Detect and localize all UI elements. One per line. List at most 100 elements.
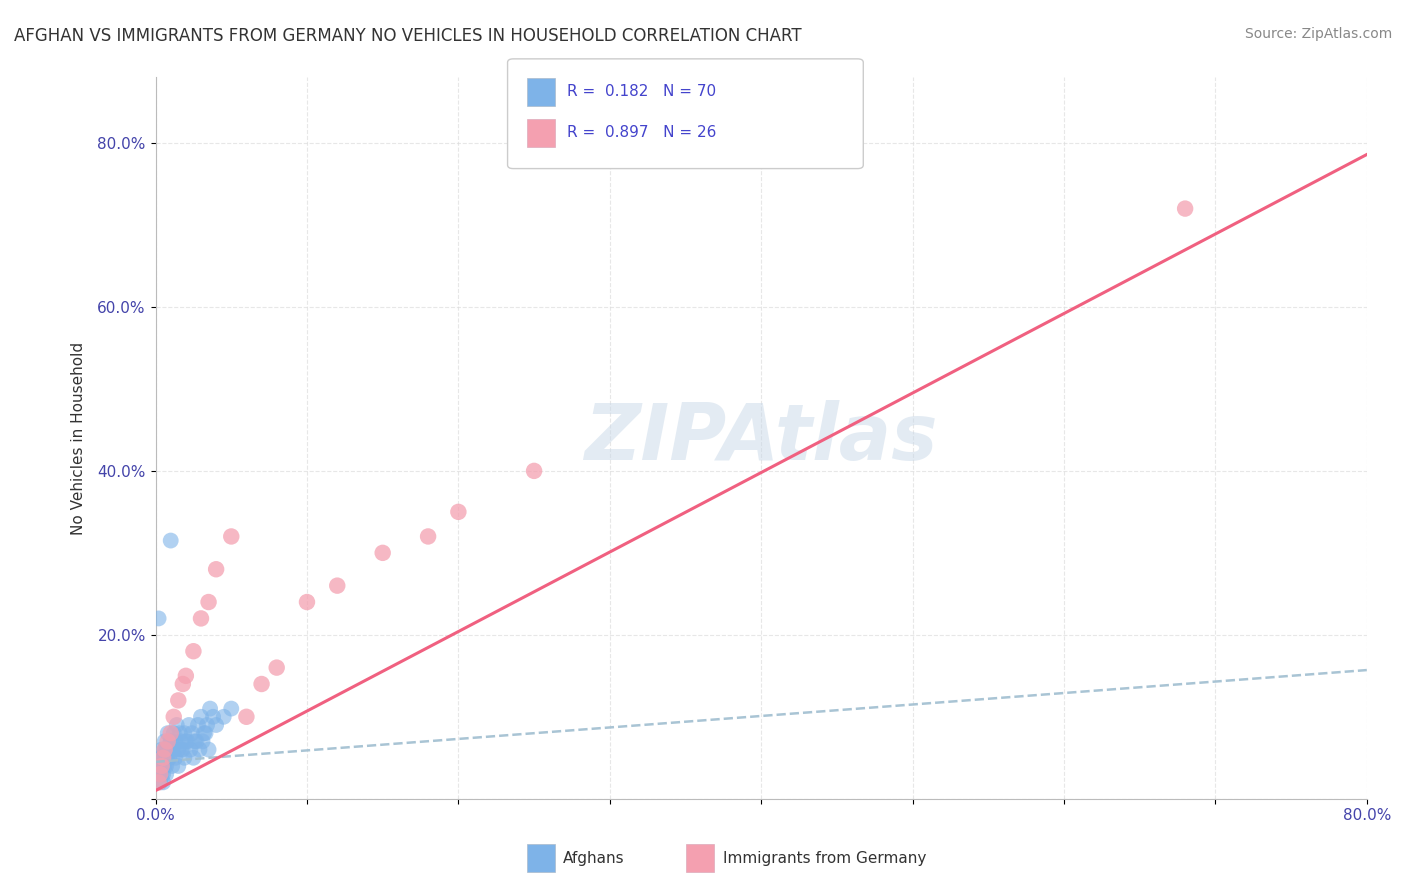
Point (155, 767, 177, 781)
Point (326, 579, 349, 593)
Point (183, 751, 205, 765)
Point (193, 726, 215, 740)
Point (150, 742, 173, 756)
Point (177, 718, 200, 732)
Point (174, 669, 197, 683)
Point (149, 767, 172, 781)
Point (152, 751, 174, 765)
Point (153, 734, 176, 748)
Point (198, 701, 221, 715)
Point (197, 595, 219, 609)
Point (219, 529, 242, 543)
Point (188, 742, 211, 756)
Point (1174, 202, 1197, 216)
Point (416, 529, 439, 543)
Point (159, 734, 181, 748)
Point (152, 751, 174, 765)
Point (176, 734, 198, 748)
Point (155, 751, 177, 765)
Point (153, 742, 176, 756)
Point (163, 726, 186, 740)
Point (195, 718, 218, 732)
Point (167, 693, 190, 707)
Point (148, 759, 170, 773)
Point (157, 742, 180, 756)
Point (159, 734, 181, 748)
Point (163, 742, 186, 756)
Point (184, 734, 207, 748)
Point (194, 726, 217, 740)
Point (170, 734, 193, 748)
Point (165, 734, 187, 748)
Point (180, 726, 202, 740)
Point (190, 710, 212, 724)
Point (156, 726, 179, 740)
Point (163, 710, 186, 724)
Text: R =  0.182   N = 70: R = 0.182 N = 70 (567, 85, 716, 99)
Point (152, 767, 174, 781)
Y-axis label: No Vehicles in Household: No Vehicles in Household (72, 342, 86, 534)
Text: ZIPAtlas: ZIPAtlas (585, 401, 938, 476)
Point (186, 734, 208, 748)
Point (160, 742, 183, 756)
Point (152, 759, 174, 773)
Point (153, 759, 176, 773)
Point (150, 759, 173, 773)
Point (250, 677, 273, 691)
Text: R =  0.897   N = 26: R = 0.897 N = 26 (567, 126, 716, 140)
Point (170, 742, 193, 756)
Point (152, 775, 174, 789)
Point (174, 734, 197, 748)
Point (295, 595, 318, 609)
Point (197, 742, 219, 756)
Point (148, 611, 170, 625)
Text: Source: ZipAtlas.com: Source: ZipAtlas.com (1244, 27, 1392, 41)
Point (190, 611, 212, 625)
Point (219, 701, 242, 715)
Point (212, 710, 235, 724)
Point (173, 726, 195, 740)
Text: Afghans: Afghans (562, 851, 624, 865)
Point (167, 742, 190, 756)
Point (155, 751, 177, 765)
Point (235, 710, 257, 724)
Point (148, 775, 170, 789)
Point (172, 677, 194, 691)
Point (165, 751, 187, 765)
Point (205, 562, 228, 576)
Point (447, 505, 470, 519)
Point (187, 718, 209, 732)
Point (149, 751, 172, 765)
Point (173, 751, 195, 765)
Point (205, 718, 228, 732)
Text: AFGHAN VS IMMIGRANTS FROM GERMANY NO VEHICLES IN HOUSEHOLD CORRELATION CHART: AFGHAN VS IMMIGRANTS FROM GERMANY NO VEH… (14, 27, 801, 45)
Point (150, 767, 173, 781)
Point (152, 759, 174, 773)
Point (172, 742, 194, 756)
Point (266, 660, 288, 674)
Point (156, 734, 179, 748)
Point (149, 767, 172, 781)
Point (183, 644, 205, 658)
Point (166, 718, 188, 732)
Point (157, 751, 180, 765)
Point (153, 751, 176, 765)
Point (149, 775, 172, 789)
Point (179, 742, 201, 756)
Point (157, 751, 180, 765)
Point (371, 546, 394, 560)
Point (159, 533, 181, 548)
Point (157, 742, 180, 756)
Point (169, 726, 191, 740)
Point (167, 759, 190, 773)
Point (191, 734, 214, 748)
Point (150, 759, 173, 773)
Point (523, 464, 546, 478)
Point (149, 767, 172, 781)
Point (156, 742, 179, 756)
Point (202, 710, 225, 724)
Point (160, 759, 183, 773)
Text: Immigrants from Germany: Immigrants from Germany (723, 851, 927, 865)
Point (150, 751, 173, 765)
Point (153, 742, 176, 756)
